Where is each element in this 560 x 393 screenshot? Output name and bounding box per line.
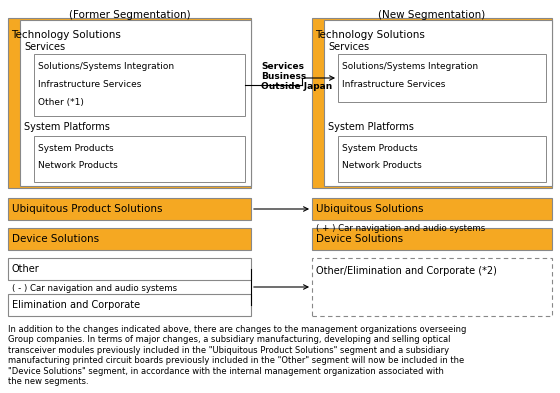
Bar <box>8 228 251 250</box>
Bar <box>8 258 251 280</box>
Bar <box>8 18 251 188</box>
Text: Services: Services <box>328 42 369 52</box>
Bar <box>34 54 245 116</box>
Bar <box>20 20 251 186</box>
Bar <box>312 258 552 316</box>
Text: ( - ) Car navigation and audio systems: ( - ) Car navigation and audio systems <box>12 284 177 293</box>
Bar <box>312 198 552 220</box>
Text: ( + ) Car navigation and audio systems: ( + ) Car navigation and audio systems <box>316 224 486 233</box>
Text: Device Solutions: Device Solutions <box>12 234 99 244</box>
Bar <box>312 18 552 188</box>
Text: Solutions/Systems Integration: Solutions/Systems Integration <box>38 62 174 71</box>
Text: System Platforms: System Platforms <box>24 122 110 132</box>
Text: Other/Elimination and Corporate (*2): Other/Elimination and Corporate (*2) <box>316 266 497 276</box>
Text: Technology Solutions: Technology Solutions <box>11 30 121 40</box>
Text: System Products: System Products <box>342 144 418 153</box>
Text: Elimination and Corporate: Elimination and Corporate <box>12 300 140 310</box>
Text: (Former Segmentation): (Former Segmentation) <box>69 10 190 20</box>
Text: Network Products: Network Products <box>342 161 422 170</box>
Bar <box>34 136 245 182</box>
Text: Ubiquitous Product Solutions: Ubiquitous Product Solutions <box>12 204 162 214</box>
Text: Infrastructure Services: Infrastructure Services <box>38 80 141 89</box>
Bar <box>324 20 552 186</box>
Text: Technology Solutions: Technology Solutions <box>315 30 425 40</box>
Bar <box>8 198 251 220</box>
Text: Device Solutions: Device Solutions <box>316 234 403 244</box>
Text: Other: Other <box>12 264 40 274</box>
Text: System Platforms: System Platforms <box>328 122 414 132</box>
Text: Services
Business
Outside Japan: Services Business Outside Japan <box>261 62 332 92</box>
Text: Other (*1): Other (*1) <box>38 98 84 107</box>
Text: (New Segmentation): (New Segmentation) <box>379 10 486 20</box>
Bar <box>312 228 552 250</box>
Text: Infrastructure Services: Infrastructure Services <box>342 80 445 89</box>
Text: System Products: System Products <box>38 144 114 153</box>
Text: Ubiquitous Solutions: Ubiquitous Solutions <box>316 204 423 214</box>
Text: Network Products: Network Products <box>38 161 118 170</box>
Bar <box>338 54 546 102</box>
Bar <box>338 136 546 182</box>
Text: In addition to the changes indicated above, there are changes to the management : In addition to the changes indicated abo… <box>8 325 466 386</box>
Text: Solutions/Systems Integration: Solutions/Systems Integration <box>342 62 478 71</box>
Text: Services: Services <box>24 42 65 52</box>
Bar <box>8 294 251 316</box>
